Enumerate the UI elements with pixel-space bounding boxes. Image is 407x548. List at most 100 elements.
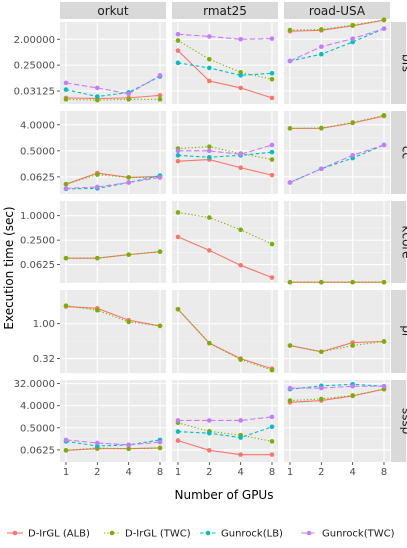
series-line	[65, 305, 161, 327]
data-point	[381, 142, 387, 148]
data-point	[269, 367, 275, 373]
data-point	[63, 255, 69, 261]
row-strip	[391, 380, 406, 462]
data-point	[175, 438, 181, 443]
column-strip-label: road-USA	[309, 4, 366, 18]
series-line	[289, 340, 385, 353]
data-point	[175, 38, 181, 43]
data-point	[157, 445, 163, 451]
panel-background	[284, 290, 390, 373]
series-line	[65, 174, 160, 185]
legend-label: D-IrGL (TWC)	[125, 529, 191, 540]
series-line	[65, 74, 161, 95]
series-line	[290, 115, 385, 129]
data-point	[63, 80, 69, 86]
data-point	[238, 452, 243, 457]
data-point	[381, 17, 387, 23]
legend-label: D-IrGL (ALB)	[28, 529, 90, 540]
data-point	[95, 85, 100, 91]
data-point	[350, 153, 355, 158]
series-line	[65, 172, 161, 185]
data-point	[269, 157, 275, 162]
row-strip-label: sssp	[400, 408, 407, 434]
series-line	[289, 144, 385, 184]
data-point	[175, 210, 181, 215]
data-point	[287, 398, 293, 403]
series-line	[65, 439, 161, 447]
series-line	[289, 19, 385, 31]
column-strip	[284, 2, 390, 19]
y-tick-label: 4.0000	[20, 401, 55, 412]
series-line	[66, 251, 161, 259]
data-point	[157, 175, 163, 180]
series-line	[65, 98, 160, 101]
data-point	[175, 306, 181, 312]
data-point	[350, 279, 355, 285]
series-line	[177, 62, 273, 76]
y-tick-label: 0.25000	[14, 61, 55, 72]
data-point	[238, 263, 243, 268]
data-point	[95, 97, 100, 103]
legend: D-IrGL (ALB) D-IrGL (TWC) Gunrock(LB) Gunro…	[6, 523, 395, 543]
data-point	[207, 448, 212, 453]
data-point	[126, 91, 131, 97]
data-point	[350, 393, 355, 398]
data-point	[350, 39, 355, 45]
panel-background	[172, 22, 278, 104]
x-tick-label: 4	[237, 467, 243, 478]
data-point	[350, 343, 355, 348]
data-point	[157, 73, 163, 78]
column-strip-label: rmat25	[203, 4, 247, 18]
data-point	[287, 279, 293, 285]
data-point	[319, 51, 324, 57]
data-point	[126, 180, 131, 185]
y-tick-label: 0.0625	[20, 260, 55, 271]
data-point	[238, 357, 243, 362]
legend-label: Gunrock(TWC)	[322, 529, 395, 540]
data-point	[157, 323, 163, 329]
y-tick-label: 0.32	[33, 354, 55, 365]
legend-label: Gunrock(LB)	[221, 529, 283, 540]
series-line	[177, 426, 273, 439]
row-strip	[391, 201, 406, 283]
series-line	[65, 305, 161, 327]
y-tick-label: 1.00	[33, 319, 55, 330]
x-tick-label: 1	[63, 467, 69, 478]
data-point	[269, 424, 275, 430]
series-line	[65, 94, 161, 100]
series-line	[289, 144, 385, 184]
data-point	[126, 446, 131, 451]
data-point	[319, 349, 324, 355]
data-point	[287, 126, 293, 131]
data-point	[126, 175, 131, 180]
row-strip-label: cc	[400, 146, 407, 159]
data-point	[126, 319, 131, 325]
y-tick-label: 2.00000	[14, 35, 55, 46]
data-point	[95, 172, 100, 177]
data-point	[63, 437, 69, 443]
x-tick-label: 1	[175, 467, 181, 478]
data-point	[175, 153, 181, 158]
y-tick-label: 4.0000	[20, 120, 55, 131]
data-point	[319, 27, 324, 32]
legend-point	[306, 530, 312, 536]
row-strip-label: bfs	[400, 54, 407, 72]
series-line	[177, 236, 273, 279]
series-line	[289, 19, 385, 32]
data-point	[238, 165, 243, 171]
panel-background	[60, 201, 166, 283]
data-point	[238, 435, 243, 440]
data-point	[269, 452, 275, 457]
data-point	[269, 142, 275, 148]
data-point	[95, 255, 100, 261]
data-point	[207, 154, 212, 160]
data-point	[175, 31, 181, 37]
series-line	[289, 28, 385, 62]
data-point	[350, 383, 355, 389]
column-strip	[60, 2, 166, 19]
y-axis-title: Execution time (sec)	[2, 206, 16, 329]
panel-background	[284, 201, 390, 283]
data-point	[238, 151, 243, 157]
data-point	[126, 442, 131, 448]
x-axis-title: Number of GPUs	[175, 488, 274, 502]
